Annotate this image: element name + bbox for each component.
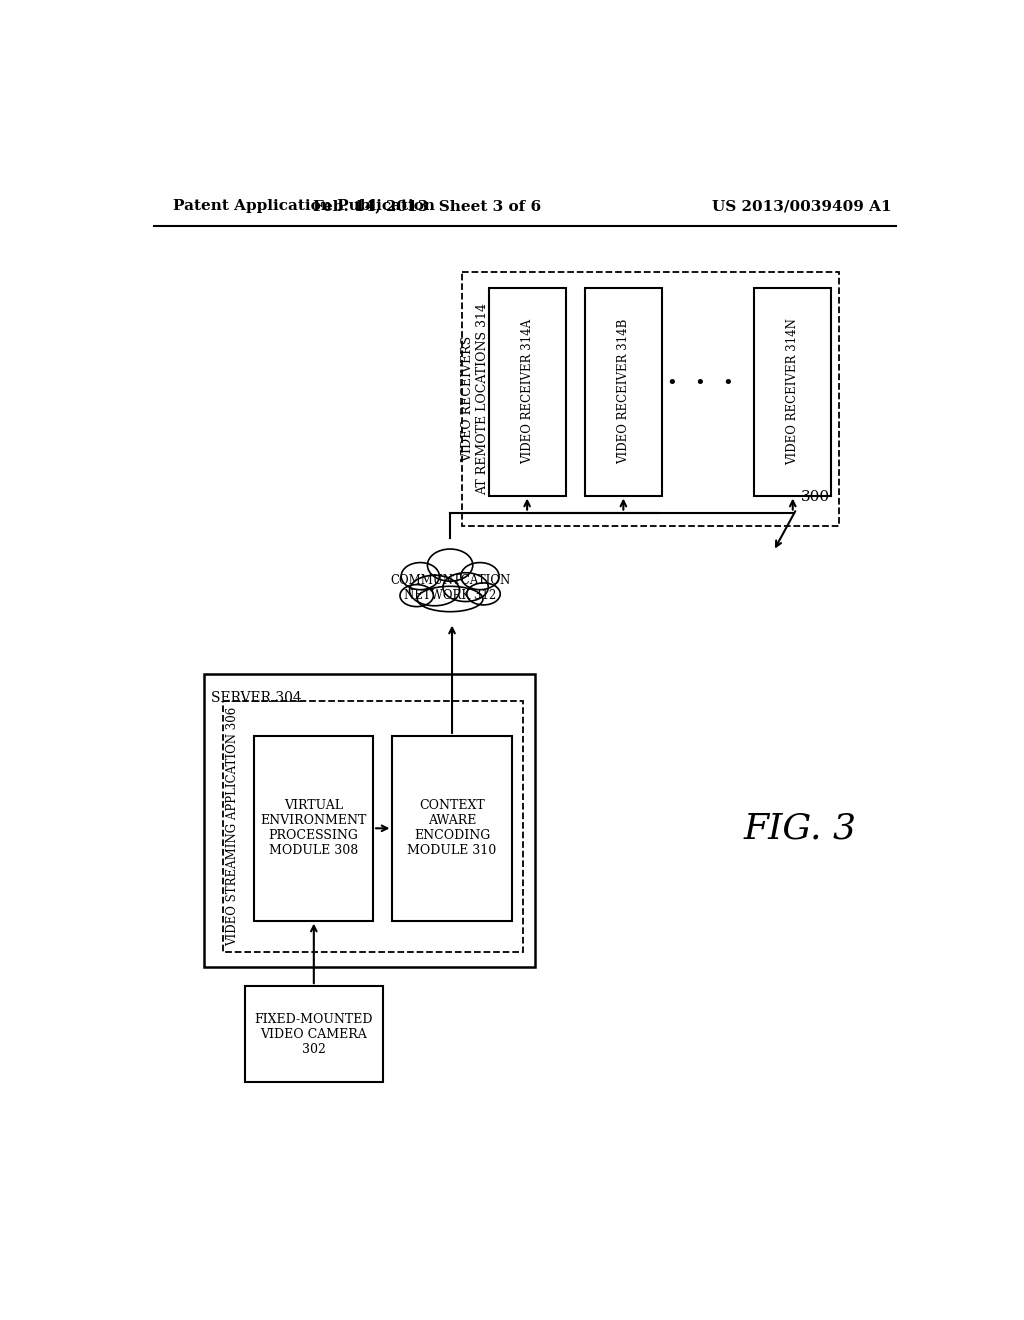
Ellipse shape	[461, 562, 499, 590]
Bar	[254, 737, 373, 921]
Text: COMMUNTCATION
NETWORK 312: COMMUNTCATION NETWORK 312	[390, 574, 510, 602]
Text: VIDEO STREAMING APPLICATION 306: VIDEO STREAMING APPLICATION 306	[225, 706, 239, 946]
Text: •   •   •: • • •	[667, 375, 734, 393]
Ellipse shape	[410, 576, 460, 606]
Bar	[392, 737, 512, 921]
Text: VIRTUAL
ENVIRONMENT
PROCESSING
MODULE 308: VIRTUAL ENVIRONMENT PROCESSING MODULE 30…	[260, 800, 367, 857]
Text: VIDEO RECEIVERS
AT REMOTE LOCATIONS 314: VIDEO RECEIVERS AT REMOTE LOCATIONS 314	[462, 304, 489, 495]
Bar	[488, 288, 565, 495]
Ellipse shape	[400, 585, 433, 607]
Text: FIXED-MOUNTED
VIDEO CAMERA
302: FIXED-MOUNTED VIDEO CAMERA 302	[255, 1012, 373, 1056]
Bar	[755, 288, 831, 495]
Bar	[245, 986, 383, 1082]
Text: VIDEO RECEIVER 314N: VIDEO RECEIVER 314N	[786, 318, 800, 465]
Bar	[462, 272, 839, 527]
Text: 300: 300	[801, 490, 829, 504]
Ellipse shape	[443, 573, 488, 602]
Text: VIDEO RECEIVER 314B: VIDEO RECEIVER 314B	[616, 319, 630, 465]
Ellipse shape	[418, 586, 483, 611]
Text: VIDEO RECEIVER 314A: VIDEO RECEIVER 314A	[520, 319, 534, 465]
Text: SERVER 304: SERVER 304	[211, 692, 302, 705]
Ellipse shape	[427, 549, 473, 581]
Bar	[223, 701, 523, 952]
Bar	[204, 675, 535, 966]
Ellipse shape	[401, 562, 439, 590]
Text: FIG. 3: FIG. 3	[744, 812, 857, 845]
Text: US 2013/0039409 A1: US 2013/0039409 A1	[712, 199, 892, 213]
Text: CONTEXT
AWARE
ENCODING
MODULE 310: CONTEXT AWARE ENCODING MODULE 310	[408, 800, 497, 857]
Bar	[585, 288, 662, 495]
Text: Feb. 14, 2013  Sheet 3 of 6: Feb. 14, 2013 Sheet 3 of 6	[313, 199, 541, 213]
Ellipse shape	[467, 583, 501, 605]
Text: Patent Application Publication: Patent Application Publication	[173, 199, 435, 213]
